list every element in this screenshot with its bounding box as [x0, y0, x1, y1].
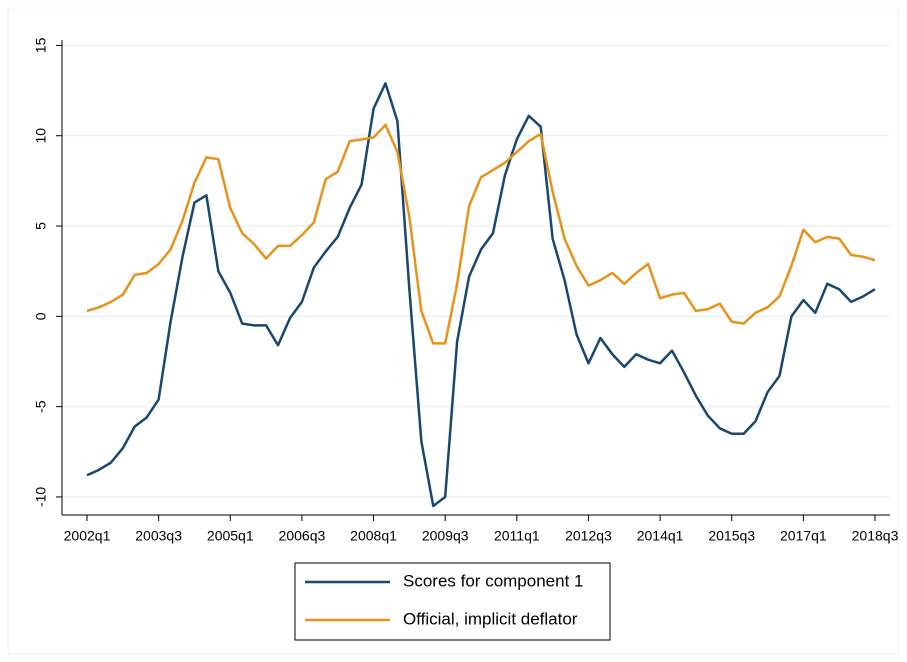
x-tick-label: 2002q1: [64, 528, 111, 544]
y-tick-label: 5: [33, 222, 49, 230]
y-tick-label: -10: [33, 487, 49, 507]
legend-label: Official, implicit deflator: [403, 609, 578, 628]
y-tick-label: 10: [33, 128, 49, 144]
y-tick-label: -5: [33, 400, 49, 413]
x-tick-label: 2012q3: [565, 528, 612, 544]
x-tick-label: 2018q3: [852, 528, 899, 544]
x-tick-label: 2015q3: [708, 528, 755, 544]
legend-label: Scores for component 1: [403, 571, 583, 590]
x-tick-label: 2006q3: [279, 528, 326, 544]
series-line: [86, 123, 876, 345]
y-tick-label: 15: [33, 37, 49, 53]
series-line: [86, 82, 876, 508]
legend-box: [294, 562, 611, 641]
x-tick-label: 2017q1: [780, 528, 827, 544]
graph-region: [7, 7, 899, 655]
x-tick-label: 2005q1: [207, 528, 254, 544]
x-tick-label: 2014q1: [637, 528, 684, 544]
x-tick-label: 2003q3: [135, 528, 182, 544]
y-tick-label: 0: [33, 312, 49, 320]
x-tick-label: 2009q3: [422, 528, 469, 544]
x-tick-label: 2011q1: [494, 528, 540, 544]
x-tick-label: 2008q1: [350, 528, 397, 544]
